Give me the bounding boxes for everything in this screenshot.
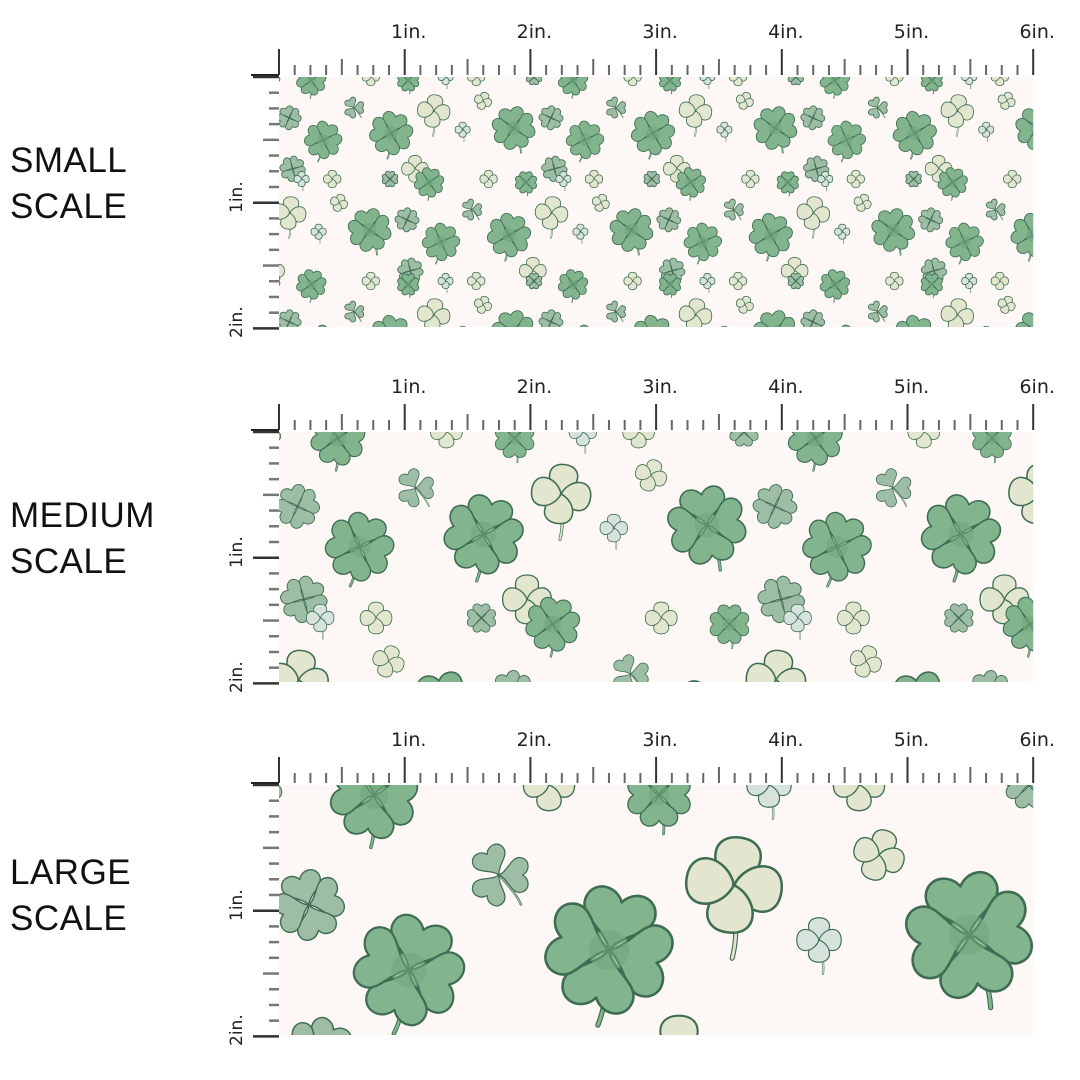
ruler-label-1in: 1in. xyxy=(390,729,427,751)
ruler-label-5in: 5in. xyxy=(893,376,930,398)
vertical-ruler-label-2in: 2in. xyxy=(227,1014,247,1047)
medium-scale-label: MEDIUM SCALE xyxy=(10,493,155,585)
ruler-label-5in: 5in. xyxy=(893,729,930,751)
label-line1: SMALL xyxy=(10,141,128,180)
vertical-ruler-label-2in: 2in. xyxy=(227,661,247,694)
ruler-label-6in: 6in. xyxy=(1019,729,1055,751)
ruler-label-3in: 3in. xyxy=(642,729,678,751)
label-line2: SCALE xyxy=(10,899,128,938)
label-line2: SCALE xyxy=(10,542,128,581)
ruler-label-6in: 6in. xyxy=(1019,376,1055,398)
ruler-label-5in: 5in. xyxy=(893,21,930,43)
vertical-ruler-label-1in: 1in. xyxy=(227,535,247,568)
ruler-label-4in: 4in. xyxy=(768,729,804,751)
label-line1: MEDIUM xyxy=(10,496,155,535)
ruler-ticks xyxy=(251,757,1035,1038)
small-scale-panel: SMALL SCALE 1in. 2in. 3in. 4in. 5in. 6in. 1in.… xyxy=(0,0,1080,355)
ruler-ticks xyxy=(251,49,1035,330)
ruler-label-1in: 1in. xyxy=(390,21,427,43)
ruler-label-1in: 1in. xyxy=(390,376,427,398)
ruler-label-6in: 6in. xyxy=(1019,21,1055,43)
medium-scale-fabric-swatch xyxy=(251,404,1035,685)
ruler-label-2in: 2in. xyxy=(516,21,553,43)
ruler-label-4in: 4in. xyxy=(768,21,804,43)
ruler-label-2in: 2in. xyxy=(516,729,553,751)
vertical-ruler-label-1in: 1in. xyxy=(227,180,247,213)
ruler-label-3in: 3in. xyxy=(642,376,678,398)
ruler-label-2in: 2in. xyxy=(516,376,553,398)
ruler-label-4in: 4in. xyxy=(768,376,804,398)
ruler-ticks xyxy=(251,404,1035,685)
vertical-ruler-label-1in: 1in. xyxy=(227,888,247,921)
ruler-label-3in: 3in. xyxy=(642,21,678,43)
small-scale-label: SMALL SCALE xyxy=(10,138,127,230)
label-line2: SCALE xyxy=(10,187,128,226)
large-scale-label: LARGE SCALE xyxy=(10,850,131,942)
small-scale-fabric-swatch xyxy=(251,49,1035,330)
large-scale-fabric-swatch xyxy=(251,757,1035,1038)
vertical-ruler-label-2in: 2in. xyxy=(227,306,247,339)
label-line1: LARGE xyxy=(10,853,132,892)
medium-scale-panel: MEDIUM SCALE 1in. 2in. 3in. 4in. 5in. 6in. 1in… xyxy=(0,355,1080,710)
large-scale-panel: LARGE SCALE 1in. 2in. 3in. 4in. 5in. 6in. 1in.… xyxy=(0,708,1080,1063)
